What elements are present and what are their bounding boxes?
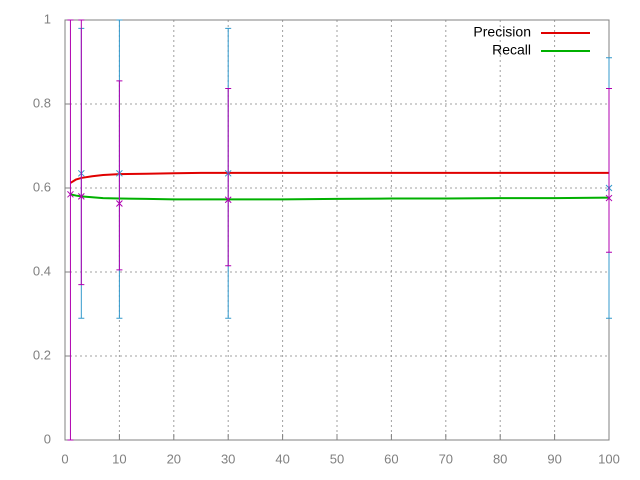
x-tick-label: 40: [275, 451, 289, 466]
y-tick-label: 1: [44, 11, 51, 26]
series-line: [69, 171, 609, 184]
error-bar: [606, 87, 612, 253]
x-tick-label: 30: [221, 451, 235, 466]
legend-label: Recall: [492, 42, 531, 58]
x-tick-label: 20: [167, 451, 181, 466]
x-tick-label: 80: [493, 451, 507, 466]
x-tick-label: 100: [598, 451, 620, 466]
error-bar: [67, 19, 74, 441]
y-tick-label: 0.4: [33, 263, 51, 278]
y-tick-label: 0.6: [33, 179, 51, 194]
point-marker: [224, 196, 232, 204]
error-bar: [225, 87, 232, 267]
series-line: [70, 193, 610, 201]
x-tick-label: 10: [112, 451, 126, 466]
point-marker: [605, 194, 613, 202]
x-tick-label: 90: [547, 451, 561, 466]
legend-label: Precision: [473, 24, 531, 40]
error-bar: [78, 19, 85, 286]
point-marker: [116, 200, 123, 207]
point-marker: [67, 190, 74, 198]
y-tick-label: 0: [44, 431, 51, 446]
error-bar: [116, 80, 123, 271]
y-tick-label: 0.2: [33, 347, 51, 362]
point-marker: [77, 193, 85, 200]
x-tick-label: 50: [330, 451, 344, 466]
x-tick-label: 0: [61, 451, 68, 466]
x-tick-label: 70: [439, 451, 453, 466]
y-tick-label: 0.8: [33, 95, 51, 110]
x-tick-label: 60: [384, 451, 398, 466]
